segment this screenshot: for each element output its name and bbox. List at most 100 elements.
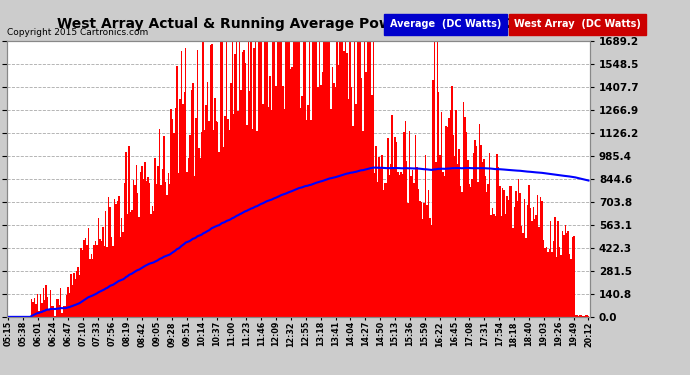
Bar — [451, 86, 453, 317]
Bar — [566, 232, 567, 317]
Bar — [424, 202, 425, 317]
Bar — [335, 87, 336, 317]
Bar — [328, 41, 329, 317]
Bar — [399, 175, 400, 317]
Text: West Array  (DC Watts): West Array (DC Watts) — [514, 20, 641, 29]
Bar — [32, 302, 34, 317]
Bar — [512, 228, 513, 317]
Bar — [298, 41, 300, 317]
Bar — [150, 214, 152, 317]
Bar — [370, 41, 371, 317]
Bar — [270, 110, 273, 317]
Bar — [211, 44, 213, 317]
Bar — [137, 193, 139, 317]
Bar — [484, 176, 486, 317]
Bar — [259, 41, 261, 317]
Bar — [355, 104, 357, 317]
Bar — [576, 315, 578, 317]
Bar — [365, 72, 367, 317]
Bar — [67, 287, 69, 317]
Bar — [287, 41, 288, 317]
Bar — [156, 184, 157, 317]
Bar — [354, 41, 355, 317]
Bar — [444, 177, 445, 317]
Bar — [220, 41, 221, 317]
Bar — [59, 305, 60, 317]
Bar — [118, 196, 119, 317]
Bar — [274, 41, 275, 317]
Bar — [387, 138, 388, 317]
Bar — [300, 108, 302, 317]
Bar — [357, 41, 358, 317]
Bar — [215, 122, 217, 317]
Bar — [448, 118, 450, 317]
Bar — [530, 209, 531, 317]
Bar — [308, 41, 310, 317]
Bar — [31, 299, 32, 317]
Bar — [341, 41, 342, 317]
Bar — [580, 315, 582, 317]
Bar — [284, 109, 286, 317]
Bar — [294, 41, 295, 317]
Bar — [89, 259, 90, 317]
Bar — [464, 117, 466, 317]
Bar — [131, 210, 132, 317]
Bar — [161, 169, 164, 317]
Bar — [155, 159, 156, 317]
Bar — [57, 299, 59, 317]
Bar — [486, 192, 487, 317]
Bar — [471, 179, 473, 317]
Bar — [207, 82, 208, 317]
Bar — [288, 41, 290, 317]
Bar — [214, 98, 215, 317]
Bar — [99, 239, 101, 317]
Bar — [135, 165, 137, 317]
Bar — [115, 204, 117, 317]
Bar — [431, 225, 432, 317]
Bar — [268, 107, 269, 317]
Bar — [377, 182, 378, 317]
Bar — [511, 186, 512, 317]
Bar — [124, 183, 126, 317]
Bar — [165, 182, 166, 317]
Bar — [364, 41, 365, 317]
Bar — [417, 189, 419, 317]
Bar — [329, 41, 331, 317]
Bar — [143, 179, 144, 317]
Bar — [56, 299, 57, 317]
Bar — [345, 41, 346, 317]
Bar — [473, 153, 474, 317]
Bar — [540, 196, 541, 317]
Bar — [140, 172, 141, 317]
Bar — [391, 116, 393, 317]
Bar — [101, 242, 102, 317]
Bar — [148, 183, 150, 317]
Bar — [279, 41, 281, 317]
Bar — [123, 232, 124, 317]
Bar — [505, 213, 506, 317]
Bar — [144, 162, 146, 317]
Bar — [153, 211, 155, 317]
Bar — [422, 219, 424, 317]
Bar — [202, 41, 204, 317]
Bar — [477, 182, 479, 317]
Bar — [70, 274, 72, 317]
Bar — [544, 248, 546, 317]
Bar — [206, 105, 207, 317]
Bar — [454, 156, 455, 317]
Bar — [228, 130, 230, 317]
Bar — [467, 160, 469, 317]
Bar — [474, 140, 476, 317]
Bar — [339, 41, 341, 317]
Bar — [504, 190, 505, 317]
Bar — [374, 173, 375, 317]
Bar — [281, 42, 282, 317]
Bar — [386, 183, 387, 317]
Bar — [191, 90, 193, 317]
Bar — [178, 172, 179, 317]
Bar — [344, 51, 345, 317]
Bar — [106, 247, 108, 317]
Bar — [306, 120, 307, 317]
Bar — [223, 147, 224, 317]
Bar — [455, 110, 457, 317]
